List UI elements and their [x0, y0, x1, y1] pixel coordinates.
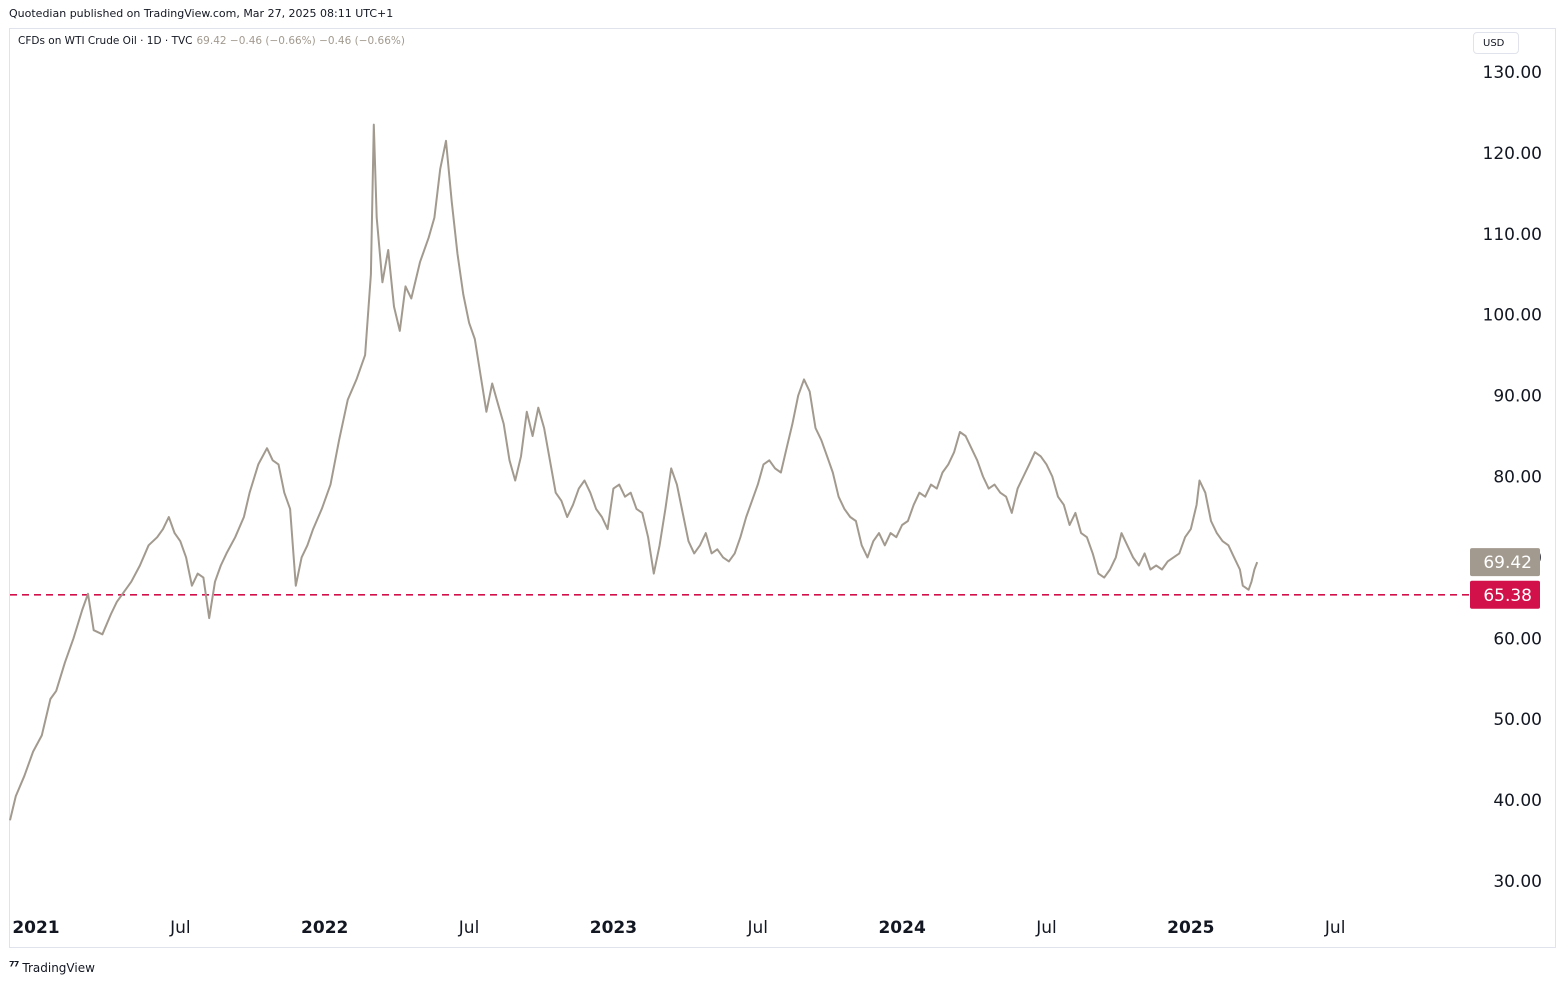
- y-tick-label: 130.00: [1483, 63, 1542, 83]
- x-tick-label: Jul: [1035, 918, 1057, 938]
- x-tick-label: 2025: [1167, 918, 1214, 938]
- price-series: [9, 123, 1259, 821]
- support-price-label-text: 65.38: [1483, 586, 1532, 606]
- x-tick-label: 2024: [878, 918, 925, 938]
- y-tick-label: 40.00: [1493, 791, 1542, 811]
- chart-frame: [9, 28, 1556, 948]
- x-tick-label: 2022: [301, 918, 348, 938]
- x-tick-label: 2021: [12, 918, 59, 938]
- y-tick-label: 30.00: [1493, 872, 1542, 892]
- y-tick-label: 50.00: [1493, 710, 1542, 730]
- y-tick-label: 90.00: [1493, 387, 1542, 407]
- x-tick-label: Jul: [1324, 918, 1346, 938]
- last-price-label: 69.42: [1470, 548, 1540, 577]
- y-tick-label: 100.00: [1483, 306, 1542, 326]
- x-tick-label: 2023: [590, 918, 637, 938]
- publish-info: Quotedian published on TradingView.com, …: [9, 7, 394, 20]
- support-price-label: 65.38: [1470, 580, 1540, 609]
- y-tick-label: 110.00: [1483, 225, 1542, 245]
- y-tick-label: 80.00: [1493, 468, 1542, 488]
- x-tick-label: Jul: [747, 918, 769, 938]
- currency-button[interactable]: USD: [1473, 32, 1519, 54]
- y-tick-label: 60.00: [1493, 629, 1542, 649]
- tradingview-logo-icon: ⁷⁷: [9, 960, 19, 975]
- y-tick-label: 120.00: [1483, 144, 1542, 164]
- time-scale[interactable]: 2021 Jul 2022 Jul 2023 Jul 2024 Jul 2025 Jul: [12, 918, 1345, 938]
- support-price-label-box: [1470, 580, 1540, 609]
- price-scale[interactable]: 30.0040.0050.0060.0070.0080.0090.00100.0…: [1483, 63, 1542, 892]
- last-price-label-box: [1470, 548, 1540, 577]
- price-series-line: [9, 123, 1259, 821]
- x-tick-label: Jul: [169, 918, 191, 938]
- x-tick-label: Jul: [458, 918, 480, 938]
- brand-name: TradingView: [22, 960, 95, 975]
- last-price-label-text: 69.42: [1483, 553, 1532, 573]
- symbol-values: 69.42 −0.46 (−0.66%) −0.46 (−0.66%): [196, 35, 405, 47]
- symbol-legend: CFDs on WTI Crude Oil · 1D · TVC 69.42 −0…: [18, 35, 405, 47]
- footer-brand[interactable]: ⁷⁷ TradingView: [9, 960, 95, 975]
- symbol-title: CFDs on WTI Crude Oil · 1D · TVC: [18, 35, 193, 47]
- price-labels: 69.42 65.38: [1470, 548, 1540, 609]
